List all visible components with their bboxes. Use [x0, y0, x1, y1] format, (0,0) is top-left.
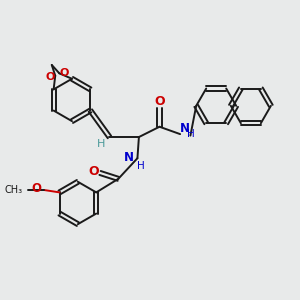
Text: O: O	[46, 72, 55, 82]
Text: O: O	[31, 182, 41, 195]
Text: N: N	[124, 151, 134, 164]
Text: N: N	[180, 122, 190, 135]
Text: O: O	[60, 68, 69, 78]
Text: CH₃: CH₃	[4, 185, 23, 195]
Text: H: H	[188, 129, 195, 139]
Text: H: H	[97, 139, 105, 148]
Text: H: H	[137, 160, 145, 171]
Text: O: O	[88, 165, 99, 178]
Text: O: O	[154, 94, 165, 108]
